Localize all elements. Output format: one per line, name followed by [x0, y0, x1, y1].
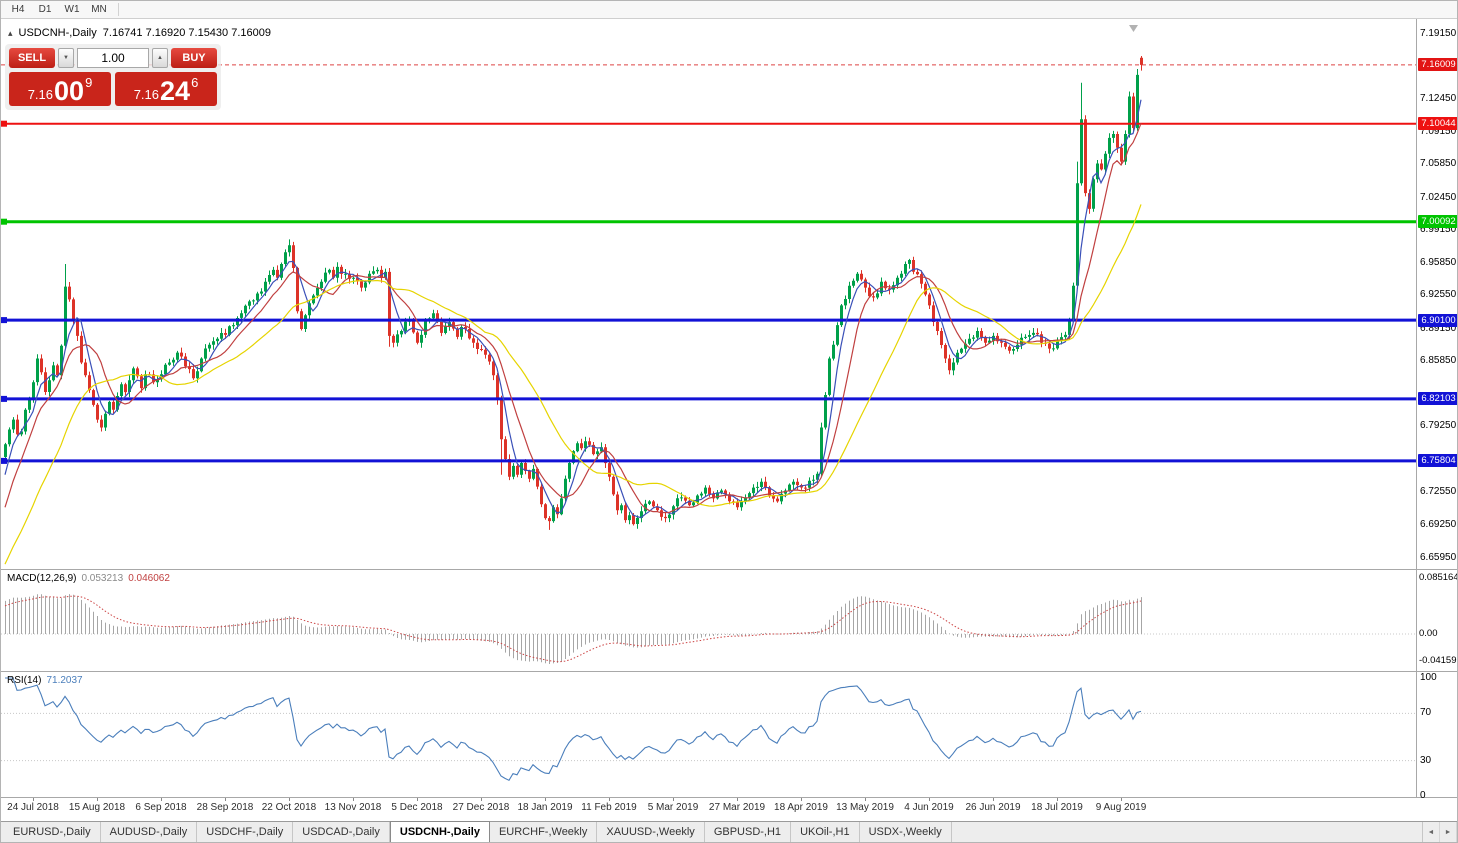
ohlc-values: 7.16741 7.16920 7.15430 7.16009 [102, 27, 271, 39]
volume-decrease-button[interactable]: ▼ [58, 48, 74, 68]
timeframe-button-mn[interactable]: MN [91, 4, 107, 15]
tab-scroll-left-button[interactable]: ◄ [1423, 822, 1440, 842]
spinner-down-icon: ▼ [63, 55, 69, 61]
rsi-indicator [5, 677, 1142, 782]
horizontal-line-7.10044[interactable] [1, 120, 1416, 127]
horizontal-line-6.82103[interactable] [1, 395, 1416, 402]
horizontal-line-6.75804[interactable] [1, 457, 1416, 464]
chart-tabs-bar: EURUSD-,Daily AUDUSD-,Daily USDCHF-,Daily U… [1, 821, 1457, 842]
chart-shift-marker[interactable] [1129, 25, 1138, 32]
sell-price-box[interactable]: 7.16 00 9 [9, 72, 111, 106]
buy-price-big: 24 [160, 76, 191, 106]
spinner-up-icon: ▲ [157, 55, 163, 61]
trade-panel-toggle-icon[interactable]: ▴ [8, 27, 13, 38]
one-click-trade-panel: SELL ▼ 1.00 ▲ BUY 7.16 00 9 7.16 24 6 [5, 44, 221, 110]
panel-separators[interactable] [1, 19, 1458, 798]
chart-tab-eurchf-weekly[interactable]: EURCHF-,Weekly [490, 822, 598, 842]
sell-price-pip: 9 [85, 75, 93, 90]
chart-tab-xauusd-weekly[interactable]: XAUUSD-,Weekly [597, 822, 705, 842]
timeframe-button-d1[interactable]: D1 [38, 4, 52, 15]
chart-tab-usdx-weekly[interactable]: USDX-,Weekly [860, 822, 952, 842]
ma-line-25 [4, 204, 1142, 565]
symbol-period-label: USDCNH-,Daily [18, 27, 97, 39]
buy-price-pip: 6 [191, 75, 199, 90]
chart-tab-ukoil-h1[interactable]: UKOil-,H1 [791, 822, 860, 842]
chart-tab-usdchf-daily[interactable]: USDCHF-,Daily [197, 822, 294, 842]
chart-tab-gbpusd-h1[interactable]: GBPUSD-,H1 [705, 822, 792, 842]
buy-price-box[interactable]: 7.16 24 6 [115, 72, 217, 106]
tab-scroll-right-button[interactable]: ► [1440, 822, 1457, 842]
chart-tab-eurusd-daily[interactable]: EURUSD-,Daily [4, 822, 101, 842]
candlesticks[interactable] [4, 56, 1143, 530]
chart-title: ▴ USDCNH-,Daily 7.16741 7.16920 7.15430 … [8, 27, 271, 39]
sell-price-big: 00 [54, 76, 85, 106]
buy-price-prefix: 7.16 [133, 87, 160, 102]
timeframe-button-h4[interactable]: H4 [11, 4, 25, 15]
horizontal-line-7.00092[interactable] [1, 218, 1416, 225]
timeframe-button-w1[interactable]: W1 [64, 4, 80, 15]
toolbar-separator [118, 3, 119, 16]
timeframe-toolbar: H4 D1 W1 MN [1, 1, 1457, 19]
chart-tab-usdcad-daily[interactable]: USDCAD-,Daily [293, 822, 390, 842]
horizontal-line-6.90100[interactable] [1, 317, 1416, 324]
sell-price-prefix: 7.16 [27, 87, 54, 102]
tab-scroll-controls: ◄ ► [1422, 822, 1457, 842]
chart-tab-usdcnh-daily[interactable]: USDCNH-,Daily [389, 821, 490, 842]
chart-tab-audusd-daily[interactable]: AUDUSD-,Daily [101, 822, 198, 842]
buy-button[interactable]: BUY [171, 48, 217, 68]
sell-button[interactable]: SELL [9, 48, 55, 68]
volume-increase-button[interactable]: ▲ [152, 48, 168, 68]
volume-input[interactable]: 1.00 [77, 48, 149, 68]
macd-indicator [4, 594, 1142, 664]
ma-line-10 [4, 123, 1142, 514]
indicator-level-lines [1, 633, 1416, 762]
